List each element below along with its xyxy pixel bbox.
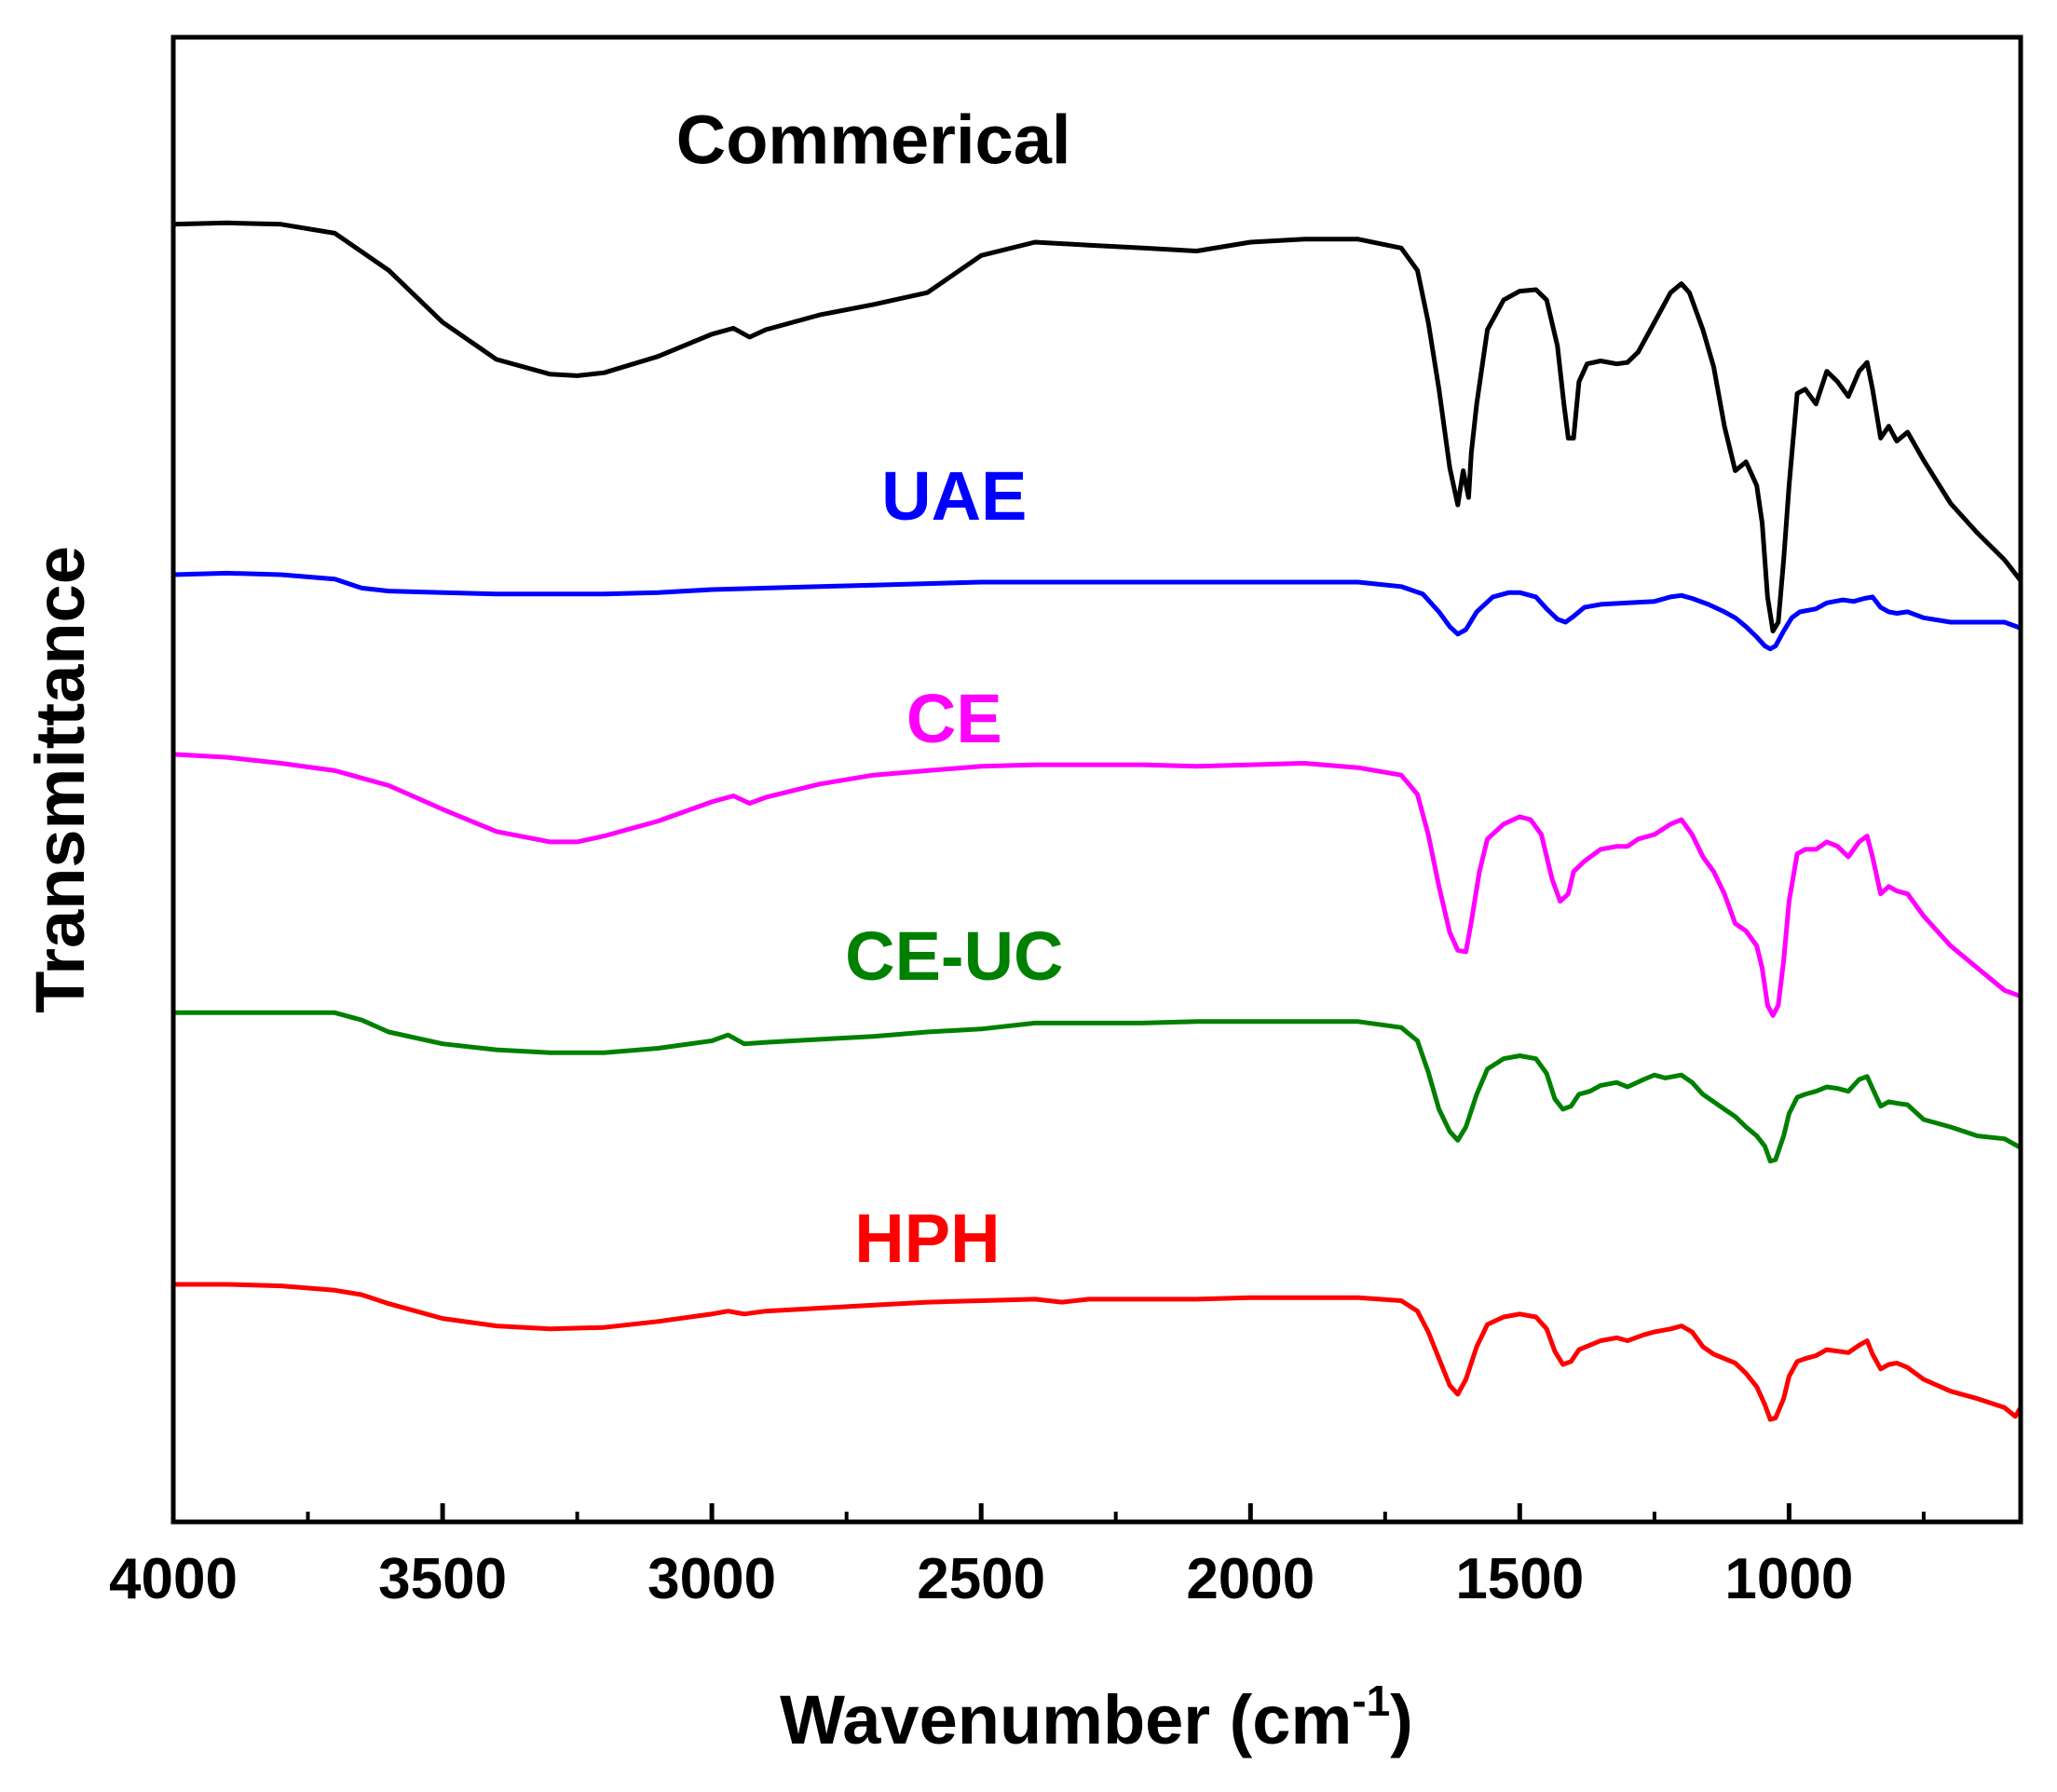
x-axis-ticks: 4000 3500 3000 2500 2000 1500 1000	[109, 1503, 1926, 1611]
x-axis-title-main: Wavenumber (cm	[780, 1681, 1352, 1758]
y-axis-title: Transmittance	[21, 546, 99, 1013]
x-tick-label-2000: 2000	[1186, 1547, 1315, 1611]
x-axis-title-superscript: -1	[1352, 1677, 1390, 1725]
x-tick-label-4000: 4000	[109, 1547, 238, 1611]
series-line-commerical	[170, 220, 2023, 634]
series-line-hph	[170, 1282, 2023, 1422]
x-tick-label-2500: 2500	[917, 1547, 1045, 1611]
x-tick-label-3000: 3000	[647, 1547, 776, 1611]
series-line-uae	[170, 570, 2023, 652]
x-tick-label-1500: 1500	[1455, 1547, 1584, 1611]
series-label-ce-uc: CE-UC	[845, 917, 1063, 995]
series-label-hph: HPH	[854, 1200, 1000, 1277]
series-label-commerical: Commerical	[676, 102, 1071, 179]
x-tick-label-3500: 3500	[378, 1547, 507, 1611]
x-axis-title: Wavenumber (cm-1)	[780, 1677, 1413, 1758]
plot-frame	[170, 34, 2023, 1525]
series-label-uae: UAE	[881, 457, 1027, 535]
series-label-ce: CE	[906, 680, 1002, 757]
series-line-ce	[170, 752, 2023, 1018]
series-line-ce-uc	[170, 1010, 2023, 1164]
x-axis-title-suffix: )	[1390, 1681, 1413, 1758]
series-labels: Commerical UAE CE CE-UC HPH	[676, 102, 1071, 1278]
x-tick-label-1000: 1000	[1724, 1547, 1853, 1611]
series-layer	[170, 220, 2023, 1422]
